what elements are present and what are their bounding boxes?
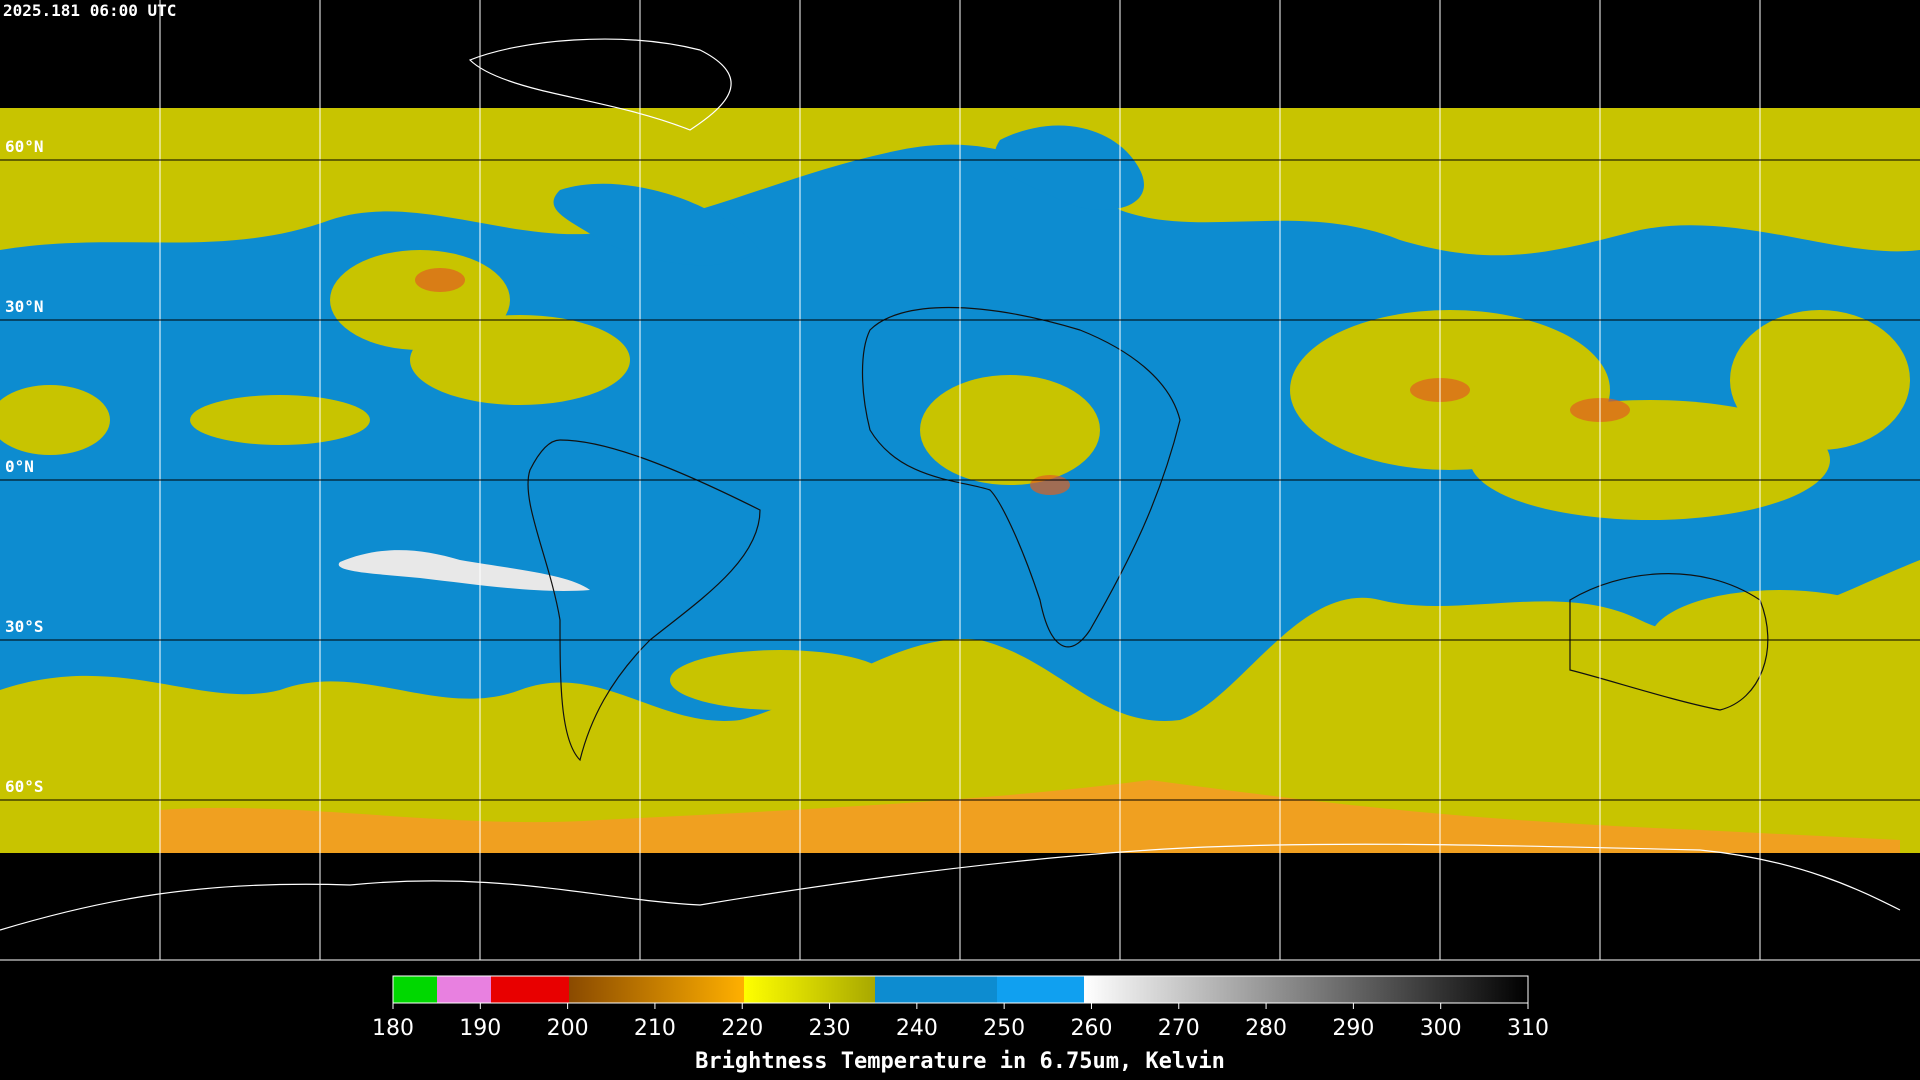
polar-coastlines <box>0 38 1901 931</box>
colorbar-title: Brightness Temperature in 6.75um, Kelvin <box>695 1049 1225 1074</box>
cloud-cluster <box>1730 310 1910 450</box>
colorbar-tick-label: 250 <box>983 1016 1025 1041</box>
cloud-cluster <box>670 650 890 710</box>
dry-region <box>994 125 1144 210</box>
coastline <box>0 843 1901 931</box>
colorbar-segment <box>997 976 1084 1003</box>
cloud-clusters <box>0 250 1910 710</box>
colorbar-segment <box>875 976 997 1003</box>
coastline <box>527 439 761 762</box>
colorbar-tick-label: 220 <box>721 1016 763 1041</box>
warm-region <box>338 550 590 591</box>
colorbar-frame <box>392 975 1529 1004</box>
latitude-label: 30°N <box>5 297 44 316</box>
parallels <box>0 159 1920 801</box>
colorbar-tick-label: 310 <box>1507 1016 1549 1041</box>
colorbar-tick-label: 260 <box>1070 1016 1112 1041</box>
coastline <box>468 38 732 131</box>
colorbar-tick-label: 290 <box>1332 1016 1374 1041</box>
colorbar-segment <box>1084 976 1528 1003</box>
cloud-cluster <box>0 385 110 455</box>
cloud-cluster <box>1470 400 1830 520</box>
colorbar-tick-label: 190 <box>459 1016 501 1041</box>
cold-top <box>415 268 465 292</box>
colorbar: 180 190 200 210 220 230 240 250 260 270 280 290 300 3… <box>372 975 1549 1074</box>
imagery <box>0 0 1920 961</box>
timestamp: 2025.181 06:00 UTC <box>3 1 176 20</box>
colorbar-tick-label: 200 <box>547 1016 589 1041</box>
colorbar-ticks: 180 190 200 210 220 230 240 250 260 270 280 290 300 3… <box>372 1003 1549 1041</box>
cloud-cluster <box>920 375 1100 485</box>
colorbar-tick-label: 180 <box>372 1016 414 1041</box>
colorbar-segment <box>744 976 875 1003</box>
cloud-cluster <box>190 395 370 445</box>
colorbar-tick-label: 230 <box>809 1016 851 1041</box>
latitude-label: 60°N <box>5 137 44 156</box>
coastlines <box>527 306 1769 762</box>
colorbar-segment <box>491 976 569 1003</box>
colorbar-tick-label: 270 <box>1158 1016 1200 1041</box>
colorbar-segment <box>437 976 491 1003</box>
colorbar-segment <box>569 976 744 1003</box>
coastline <box>1569 573 1769 711</box>
colorbar-tick-label: 240 <box>896 1016 938 1041</box>
colorbar-tick-label: 300 <box>1420 1016 1462 1041</box>
latitude-label: 30°S <box>5 617 44 636</box>
latitude-label: 0°N <box>5 457 34 476</box>
latitude-labels: 60°N 30°N 0°N 30°S 60°S <box>5 137 44 796</box>
latitude-label: 60°S <box>5 777 44 796</box>
colorbar-segment <box>393 976 437 1003</box>
coastline <box>861 306 1181 648</box>
colorbar-tick-label: 280 <box>1245 1016 1287 1041</box>
colorbar-tick-label: 210 <box>634 1016 676 1041</box>
cold-top <box>1030 475 1070 495</box>
dry-region <box>553 183 760 266</box>
cloud-cluster <box>410 315 630 405</box>
cold-polar-region <box>160 780 1900 853</box>
